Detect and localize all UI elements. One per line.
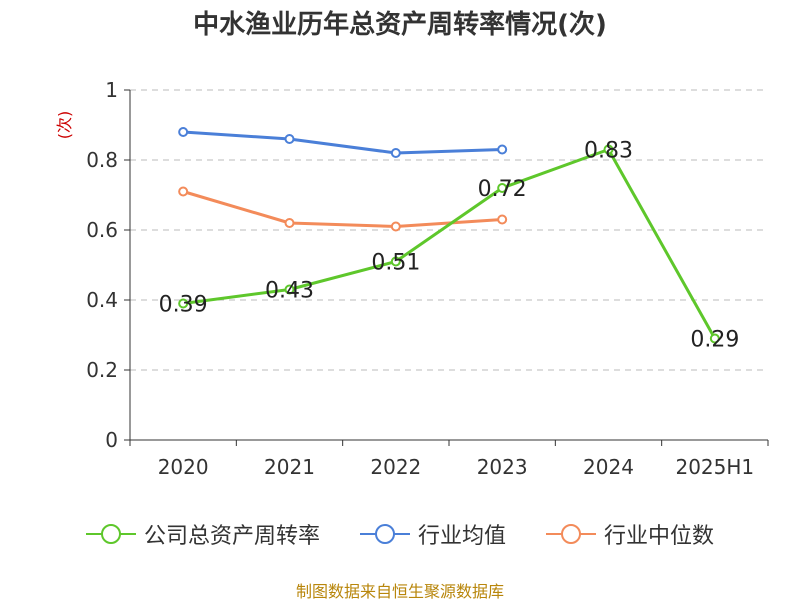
data-point [284, 218, 295, 228]
x-tick-label: 2023 [477, 455, 528, 479]
y-tick-label: 1 [105, 78, 118, 102]
legend-item-industry-mean[interactable]: 行业均值 [359, 518, 506, 550]
y-tick-label: 0.6 [86, 218, 118, 242]
data-point [178, 298, 189, 309]
data-point [390, 148, 401, 158]
x-tick-label: 2022 [370, 455, 421, 479]
data-point [284, 134, 295, 144]
data-label: 0.72 [478, 177, 527, 202]
data-point [178, 186, 189, 197]
data-point [390, 256, 401, 267]
data-point [390, 221, 401, 232]
y-tick-label: 0.4 [86, 288, 118, 312]
legend-item-industry-median[interactable]: 行业中位数 [546, 518, 714, 550]
x-tick-label: 2025H1 [675, 455, 754, 479]
legend-marker-industry-median [546, 524, 596, 544]
data-label: 0.29 [690, 328, 739, 353]
data-point [603, 144, 614, 155]
line-chart: 0 0.2 0.4 0.6 0.8 1 (次) 2020 2021 2022 2023 2024 202… [55, 78, 769, 479]
x-tick-label: 2020 [158, 455, 209, 479]
legend-marker-industry-mean [359, 524, 410, 544]
data-label: 0.39 [159, 293, 208, 318]
x-tick-label: 2024 [583, 455, 634, 479]
data-point [497, 144, 508, 155]
legend-item-company[interactable]: 公司总资产周转率 [85, 518, 320, 550]
data-label: 0.83 [584, 139, 633, 164]
legend-label-industry-mean: 行业均值 [417, 524, 506, 549]
data-point [284, 284, 295, 295]
y-tick-label: 0.8 [86, 148, 118, 172]
y-axis-label: (次) [55, 111, 74, 140]
legend-label-industry-median: 行业中位数 [604, 524, 715, 549]
y-tick-label: 0 [105, 428, 118, 452]
legend-marker-company [85, 524, 136, 544]
data-point [709, 333, 720, 344]
x-tick-label: 2021 [264, 455, 315, 479]
legend: 公司总资产周转率 行业均值 行业中位数 [0, 518, 800, 550]
data-label: 0.43 [265, 279, 314, 304]
data-point [178, 127, 189, 137]
source-note: 制图数据来自恒生聚源数据库 [295, 582, 504, 601]
data-label: 0.51 [371, 251, 420, 276]
chart-title: 中水渔业历年总资产周转率情况(次) [193, 10, 607, 40]
y-tick-label: 0.2 [86, 358, 118, 382]
data-point [497, 183, 508, 193]
series-line-0 [182, 148, 717, 340]
legend-label-company: 公司总资产周转率 [143, 524, 320, 549]
data-point [497, 214, 508, 225]
series-line-1 [183, 130, 503, 155]
